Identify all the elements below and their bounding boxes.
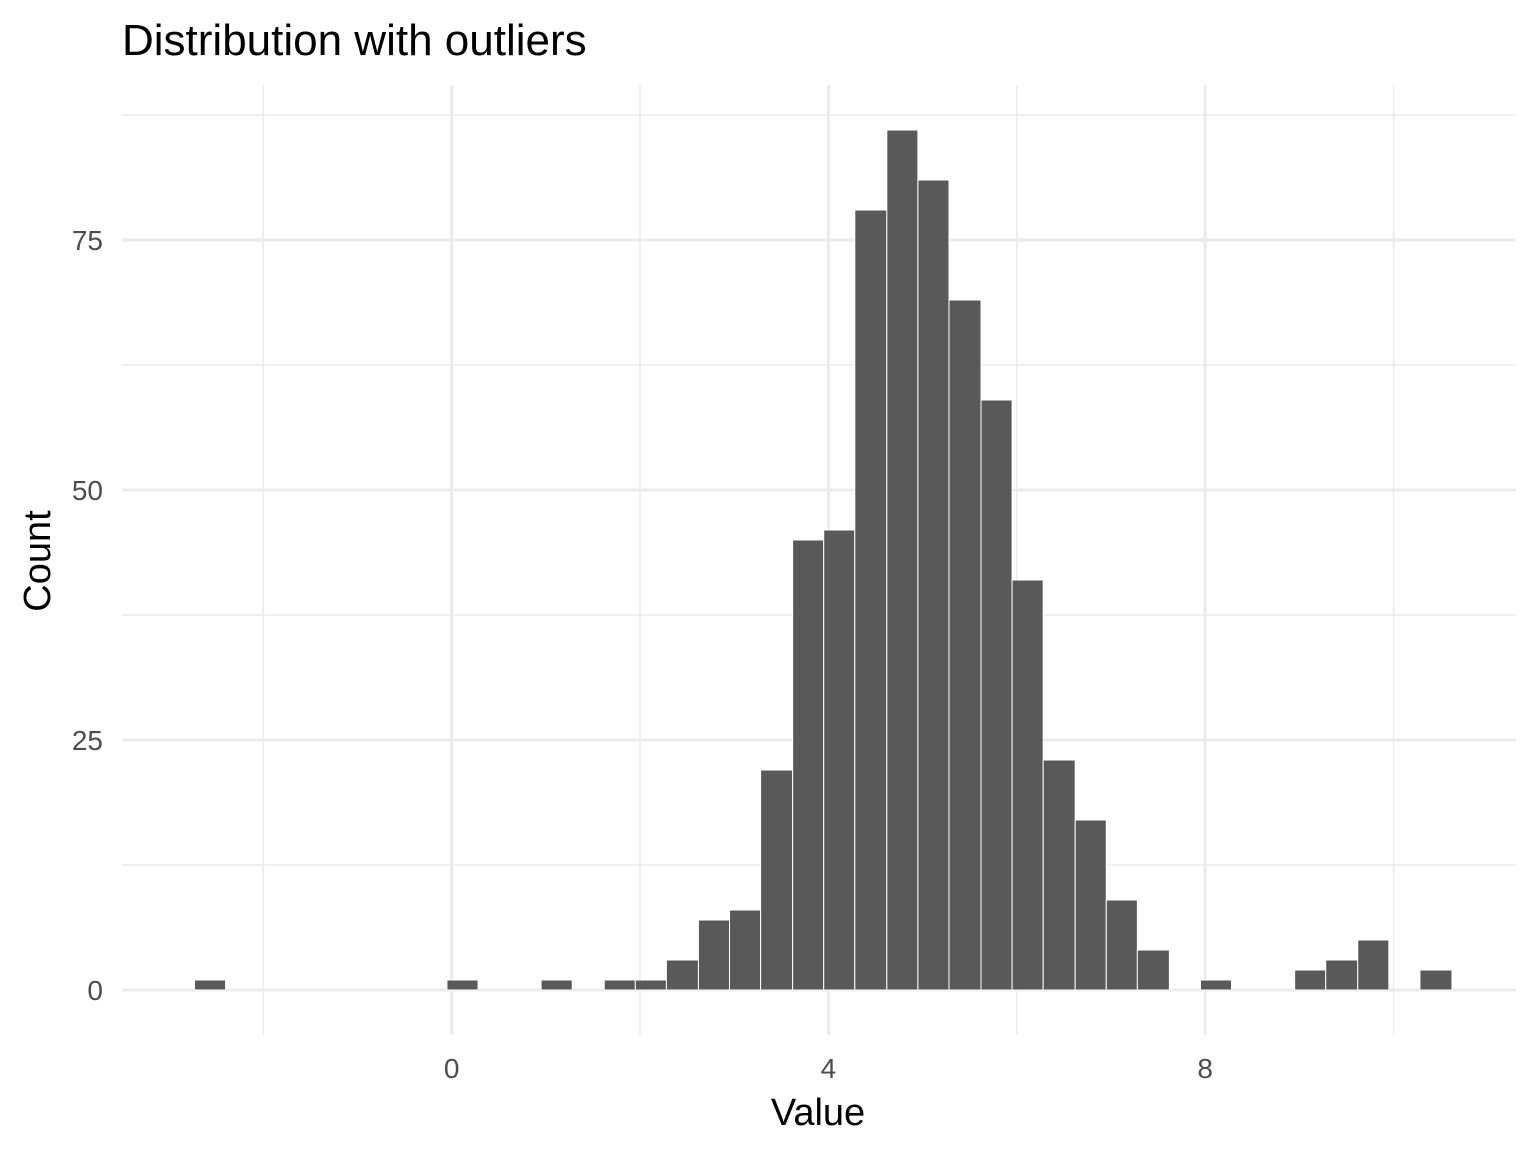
histogram-bar — [980, 399, 1013, 991]
histogram-bar — [1357, 939, 1390, 991]
y-tick-label: 50 — [72, 475, 103, 506]
histogram-bar — [917, 179, 950, 991]
histogram-bar — [697, 919, 731, 991]
x-axis-title: Value — [771, 1092, 865, 1134]
histogram-bar — [1011, 579, 1044, 991]
histogram-bar — [540, 979, 573, 991]
histogram-bar — [665, 959, 699, 991]
histogram-bars — [194, 129, 1453, 991]
histogram-bar — [634, 979, 667, 991]
x-tick-label: 8 — [1197, 1053, 1213, 1084]
y-axis-tick-labels: 0 25 50 75 — [72, 225, 103, 1006]
x-tick-label: 0 — [444, 1053, 460, 1084]
histogram-bar — [1199, 979, 1233, 991]
histogram-bar — [729, 909, 762, 991]
histogram-bar — [194, 979, 227, 991]
histogram-bar — [603, 979, 636, 991]
y-axis-title: Count — [17, 510, 59, 612]
histogram-bar — [823, 529, 856, 991]
y-tick-label: 75 — [72, 225, 103, 256]
x-tick-label: 4 — [821, 1053, 837, 1084]
histogram-bar — [854, 209, 888, 991]
y-tick-label: 25 — [72, 725, 103, 756]
histogram-bar — [1105, 899, 1138, 991]
histogram-bar — [1294, 969, 1327, 991]
x-axis-tick-labels: 0 4 8 — [444, 1053, 1213, 1084]
histogram-bar — [792, 539, 825, 991]
y-tick-label: 0 — [87, 975, 103, 1006]
histogram-bar — [446, 979, 479, 991]
histogram-bar — [1042, 759, 1076, 991]
chart-title: Distribution with outliers — [122, 16, 587, 65]
histogram-bar — [1325, 959, 1359, 991]
histogram-bar — [948, 299, 982, 991]
histogram-bar — [760, 769, 794, 991]
histogram-bar — [1419, 969, 1453, 991]
histogram-bar — [1074, 819, 1107, 991]
histogram-bar — [886, 129, 919, 991]
histogram-bar — [1136, 949, 1170, 991]
